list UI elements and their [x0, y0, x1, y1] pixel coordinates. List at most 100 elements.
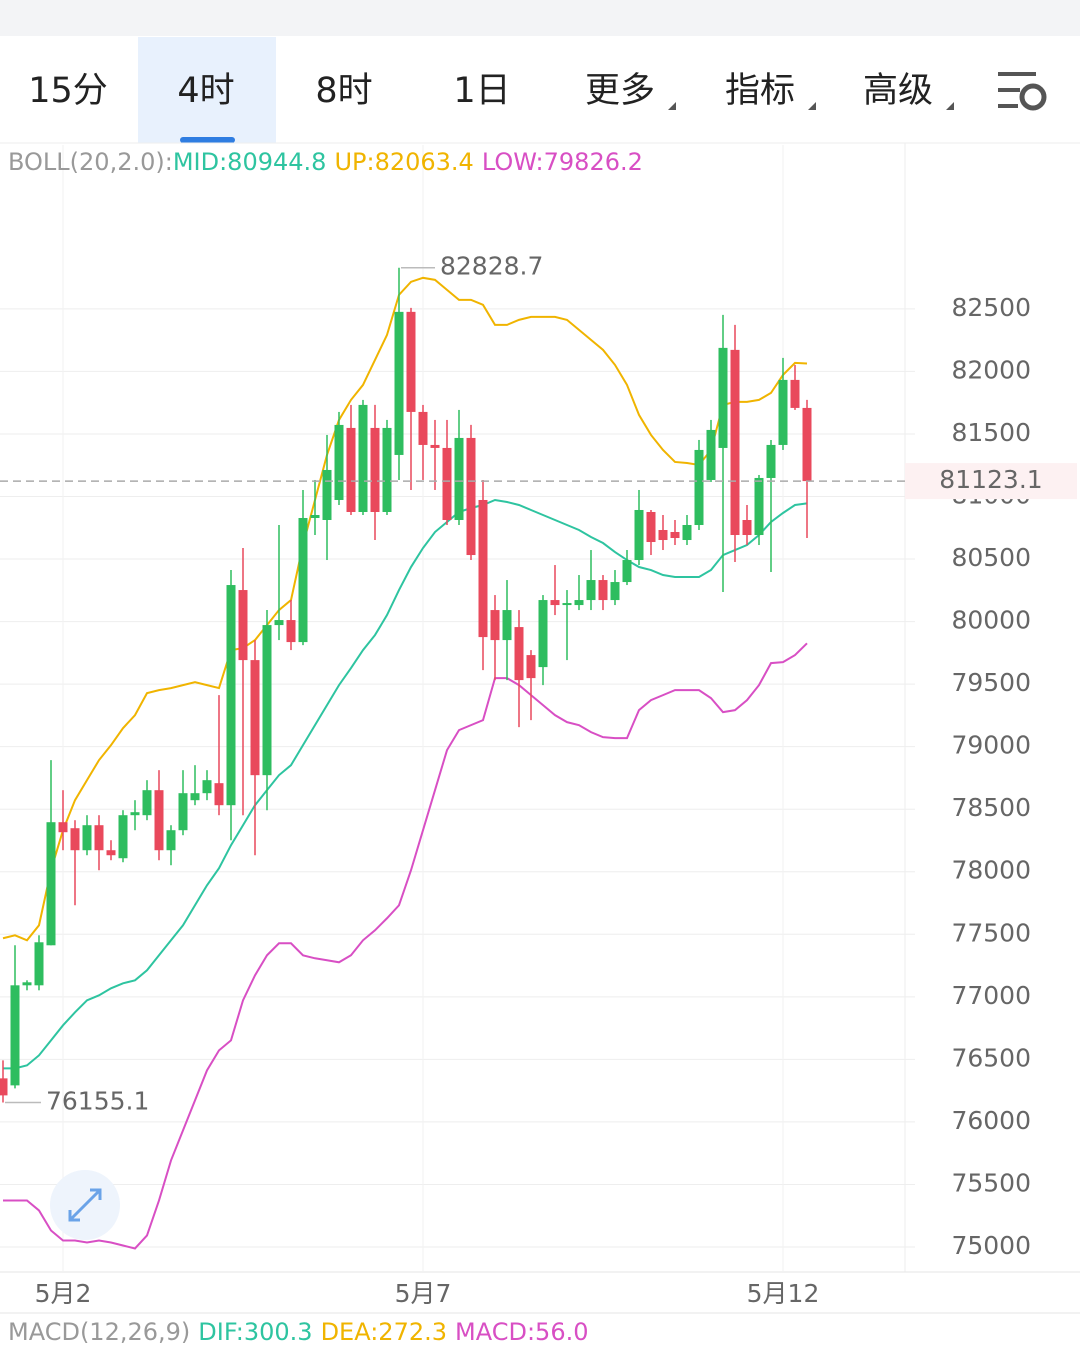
candle-body: [730, 349, 740, 536]
candle-body: [394, 311, 404, 455]
dropdown-caret: [668, 102, 676, 110]
candle-body: [70, 828, 80, 851]
candle-body: [538, 600, 548, 668]
candle-body: [178, 793, 188, 831]
top-band: [0, 0, 1080, 36]
legend-item: UP:82063.4: [334, 148, 473, 176]
candle-body: [142, 790, 152, 816]
candle-body: [0, 1078, 8, 1096]
dropdown-caret: [946, 102, 954, 110]
candle-body: [658, 530, 668, 541]
candle-body: [250, 660, 260, 776]
candle-body: [10, 985, 20, 1086]
candle-body: [94, 825, 104, 851]
candle-body: [154, 790, 164, 851]
boll-line: [3, 642, 808, 1250]
candle-body: [586, 580, 596, 601]
candle-body: [58, 822, 68, 833]
candle-body: [430, 444, 440, 448]
candle-body: [502, 610, 512, 641]
candle-body: [322, 469, 332, 520]
y-tick-label: 77000: [951, 981, 1031, 1010]
legend-item: DEA:272.3: [321, 1318, 447, 1346]
candle-body: [766, 444, 776, 478]
candle-body: [622, 560, 632, 583]
candle-body: [790, 379, 800, 408]
tab[interactable]: 15分: [28, 71, 108, 111]
plot: 75000 75500 76000 76500 77000 77500 78000 78500…: [0, 145, 1077, 1308]
dropdown-caret: [808, 102, 816, 110]
candle-body: [310, 514, 320, 518]
tab[interactable]: 4时: [177, 71, 234, 111]
candle-body: [226, 585, 236, 806]
tab[interactable]: 8时: [315, 71, 372, 111]
y-tick-label: 77500: [951, 918, 1031, 947]
y-tick-label: 80000: [951, 606, 1031, 635]
x-tick-label: 5月7: [395, 1279, 452, 1308]
last-price-label: 81123.1: [939, 465, 1042, 494]
tab[interactable]: 高级: [863, 71, 933, 111]
candle-body: [610, 582, 620, 601]
candle-body: [550, 600, 560, 606]
boll-legend: BOLL(20,2.0):MID:80944.8 UP:82063.4 LOW:79…: [8, 148, 643, 176]
macd-legend: MACD(12,26,9) DIF:300.3 DEA:272.3 MACD:56.0: [8, 1318, 588, 1346]
legend-item: DIF:300.3: [198, 1318, 312, 1346]
candle-body: [466, 437, 476, 556]
candle-body: [22, 982, 32, 986]
y-tick-label: 79000: [951, 731, 1031, 760]
legend-title: BOLL(20,2.0):: [8, 148, 173, 176]
last-price-box: [905, 463, 1077, 500]
tab-selected-bg: [138, 37, 276, 143]
candle-body: [358, 404, 368, 512]
candle-body: [346, 427, 356, 512]
x-tick-label: 5月2: [35, 1279, 92, 1308]
y-tick-label: 75500: [951, 1168, 1031, 1197]
tab[interactable]: 指标: [725, 71, 795, 111]
candle-body: [718, 347, 728, 448]
candle-body: [274, 620, 284, 626]
candle-body: [82, 825, 92, 851]
candle-body: [754, 477, 764, 536]
candle-body: [298, 517, 308, 643]
settings-icon[interactable]: [998, 72, 1047, 111]
candle-body: [562, 603, 572, 606]
y-tick-label: 81500: [951, 418, 1031, 447]
candle-body: [706, 429, 716, 480]
low-annotation: 76155.1: [46, 1086, 149, 1115]
tab-indicator: [180, 137, 235, 143]
candle-body: [106, 850, 116, 856]
candle-body: [778, 379, 788, 445]
candle-body: [670, 532, 680, 539]
tab-bar: 15分 4时 8时 1日 更多 指标 高级: [28, 71, 954, 111]
candle-body: [334, 424, 344, 500]
candle-body: [238, 590, 248, 661]
boll-line: [2, 276, 808, 942]
candle-body: [130, 812, 140, 816]
y-tick-label: 78000: [951, 856, 1031, 885]
candle-body: [598, 580, 608, 601]
candle-body: [46, 822, 56, 946]
candle-body: [574, 600, 584, 606]
tab[interactable]: 更多: [585, 71, 655, 111]
y-tick-label: 76000: [951, 1106, 1031, 1135]
legend-item: MACD:56.0: [455, 1318, 588, 1346]
candle-body: [406, 311, 416, 412]
candle-body: [382, 427, 392, 512]
candle-body: [454, 437, 464, 520]
candle-body: [526, 655, 536, 679]
high-annotation: 82828.7: [440, 252, 543, 281]
expand-button[interactable]: [50, 1170, 120, 1240]
candle-body: [442, 447, 452, 520]
candle-body: [646, 511, 656, 543]
y-tick-label: 79500: [951, 668, 1031, 697]
y-tick-label: 80500: [951, 543, 1031, 572]
y-tick-label: 82000: [951, 355, 1031, 384]
candle-body: [634, 509, 644, 561]
candle-body: [190, 793, 200, 801]
legend-item: MID:80944.8: [173, 148, 327, 176]
y-tick-label: 75000: [951, 1231, 1031, 1260]
tab[interactable]: 1日: [453, 71, 510, 111]
candle-body: [118, 815, 128, 859]
boll-line: [3, 498, 808, 1070]
